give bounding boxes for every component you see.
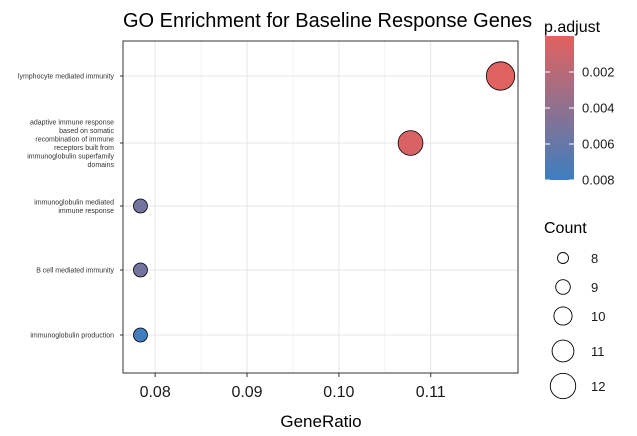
count-legend-title: Count: [544, 220, 587, 237]
y-tick-label: adaptive immune response based on somatic…: [27, 119, 114, 169]
y-tick-label: lymphocyte mediated immunity: [18, 74, 115, 81]
data-point: [133, 262, 148, 278]
y-tick-label-line: based on somatic: [59, 128, 114, 135]
data-point: [133, 198, 148, 214]
size-legend-label: 11: [591, 344, 605, 359]
x-axis-title: GeneRatio: [280, 412, 361, 431]
y-tick-label-line: immune response: [58, 208, 114, 215]
y-tick-label: B cell mediated immunity: [36, 268, 114, 275]
y-tick-label-line: B cell mediated immunity: [36, 268, 114, 275]
count-legend: Count 8 9 10 11 12: [544, 220, 605, 400]
size-legend-label: 10: [591, 309, 605, 324]
size-legend-circle: [549, 372, 577, 400]
y-tick-label-line: domains: [88, 162, 115, 169]
plot-panel: [122, 40, 519, 374]
color-legend-label: 0.006: [582, 137, 615, 152]
y-tick-label: immunoglobulin production: [30, 333, 114, 340]
y-tick-label-line: receptors built from: [54, 145, 114, 152]
x-axis-labels: 0.08 0.09 0.10 0.11: [140, 373, 446, 401]
size-legend-circle: [555, 279, 571, 295]
y-tick-label-line: lymphocyte mediated immunity: [18, 74, 115, 81]
data-point: [485, 61, 516, 91]
y-tick-label-line: immunoglobulin superfamily: [27, 153, 114, 160]
x-tick-label: 0.08: [140, 384, 171, 401]
size-legend-label: 8: [591, 251, 598, 266]
size-legend-circle: [557, 252, 569, 264]
size-legend-label: 12: [591, 379, 605, 394]
y-tick-label-line: adaptive immune response: [30, 119, 114, 126]
y-tick-label-line: recombination of immune: [35, 136, 114, 143]
color-legend-label: 0.008: [582, 173, 615, 188]
y-tick-label-line: immunoglobulin production: [30, 333, 114, 340]
p-adjust-legend-title: p.adjust: [544, 19, 601, 36]
y-tick-label: immunoglobulin mediated immune response: [34, 199, 114, 215]
size-legend-circle: [551, 339, 575, 363]
color-legend-label: 0.002: [582, 65, 615, 80]
x-tick-label: 0.09: [231, 384, 262, 401]
p-adjust-legend: p.adjust 0.002 0.004 0.006 0.008: [544, 19, 615, 188]
chart-title: GO Enrichment for Baseline Response Gene…: [123, 10, 532, 32]
y-tick-label-line: immunoglobulin mediated: [34, 199, 114, 206]
x-tick-label: 0.11: [416, 384, 446, 401]
x-tick-label: 0.10: [323, 384, 354, 401]
size-legend-circle: [553, 306, 573, 326]
y-axis-labels: lymphocyte mediated immunity adaptive imm…: [18, 74, 123, 340]
color-legend-label: 0.004: [582, 101, 615, 116]
panel-border: [122, 40, 519, 374]
data-point: [397, 130, 424, 156]
data-point: [133, 327, 148, 343]
size-legend-label: 9: [591, 280, 598, 295]
